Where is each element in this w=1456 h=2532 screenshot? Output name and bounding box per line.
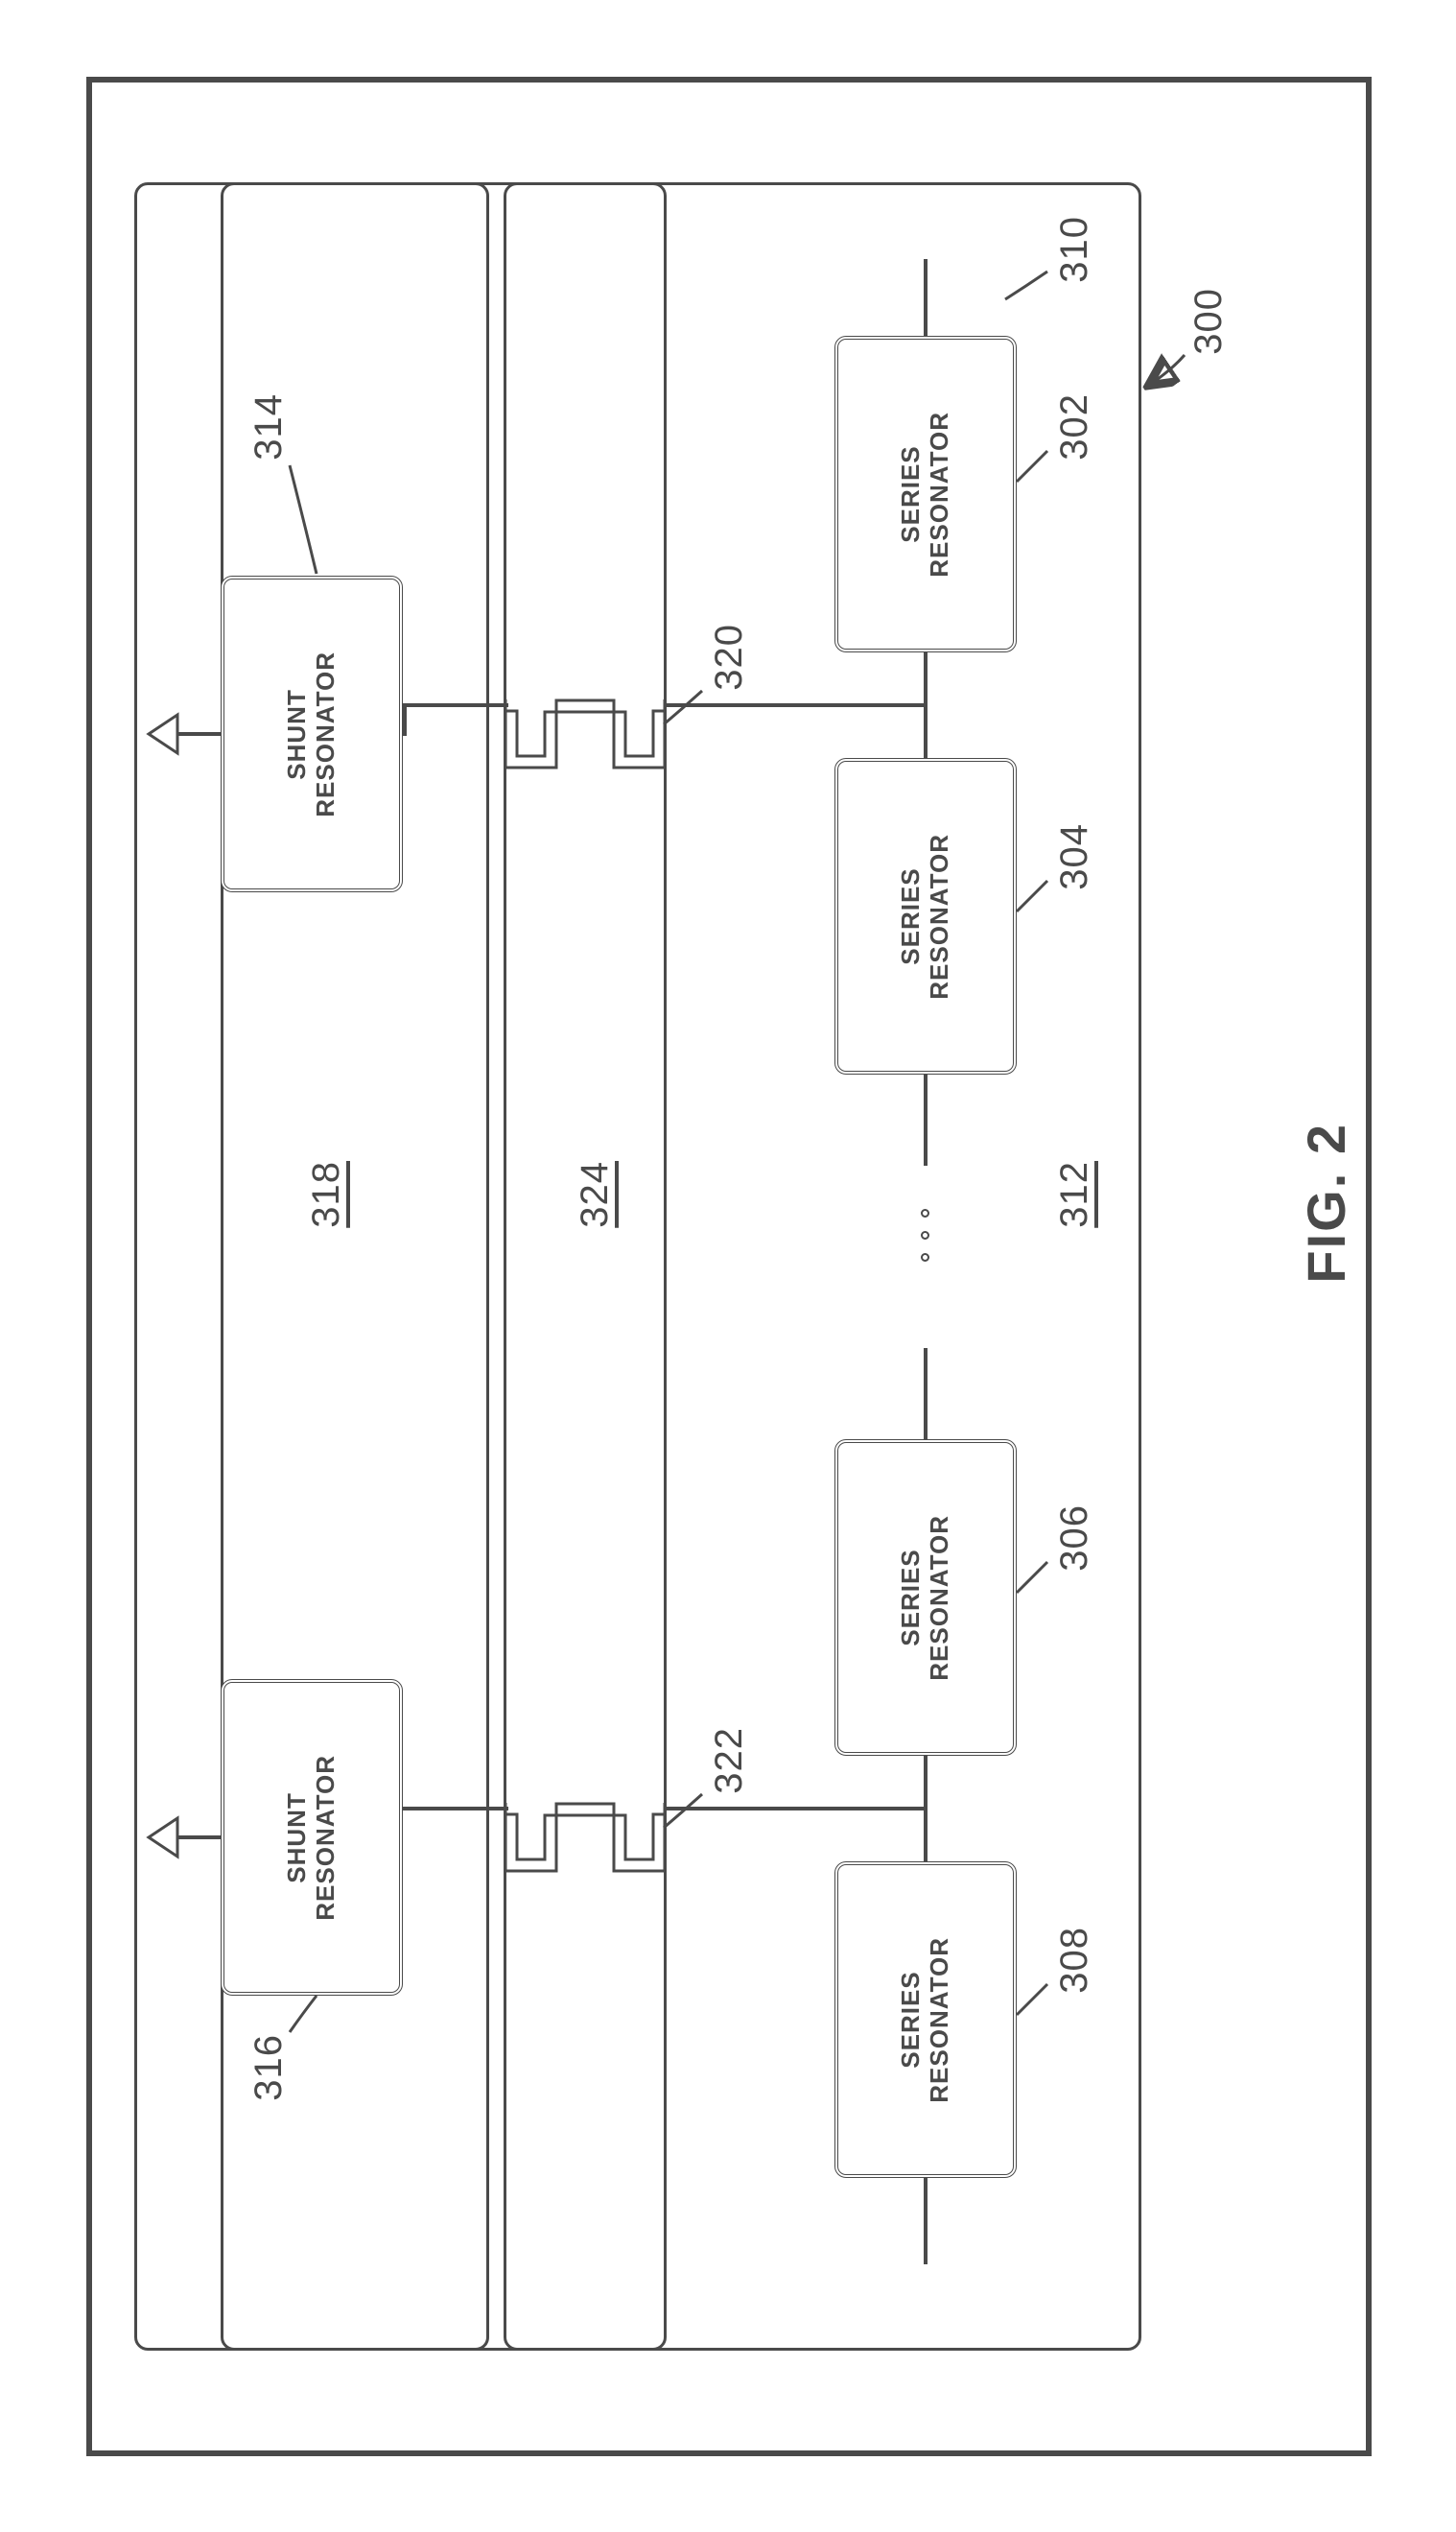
tap2-h	[665, 1807, 928, 1810]
ref-302: 302	[1053, 393, 1096, 461]
series-resonator-308: SERIESRESONATOR	[834, 1861, 1017, 2178]
shunt-316-label: SHUNTRESONATOR	[283, 1755, 341, 1921]
series-resonator-302: SERIESRESONATOR	[834, 336, 1017, 652]
ref-318: 318	[305, 1161, 348, 1228]
ref-310: 310	[1053, 216, 1096, 283]
series-308-label: SERIESRESONATOR	[897, 1937, 954, 2103]
series-resonator-306: SERIESRESONATOR	[834, 1439, 1017, 1756]
ref-324: 324	[574, 1161, 617, 1228]
tap1-h	[665, 703, 928, 707]
ref-316: 316	[247, 2034, 291, 2101]
wire-series-0	[924, 259, 928, 336]
ref-308: 308	[1053, 1927, 1096, 1994]
region-bot-318	[134, 182, 489, 2351]
series-306-label: SERIESRESONATOR	[897, 1515, 954, 1681]
series-resonator-304: SERIESRESONATOR	[834, 758, 1017, 1075]
series-304-label: SERIESRESONATOR	[897, 834, 954, 1000]
tap1-h2	[403, 703, 508, 707]
shunt-314-label: SHUNTRESONATOR	[283, 651, 341, 817]
page: FIG. 2 300 312 324 318 310 SERIESRESONAT…	[0, 0, 1456, 2532]
ref-300: 300	[1187, 288, 1231, 355]
wire-series-2	[924, 1075, 928, 1166]
figure-title: FIG. 2	[1295, 1123, 1357, 1284]
ref-304: 304	[1053, 823, 1096, 890]
tap2-h2	[403, 1807, 508, 1810]
wire-series-5	[924, 2178, 928, 2264]
ref-320: 320	[708, 624, 751, 691]
shunt2-to-gnd	[177, 1835, 221, 1839]
wire-series-3	[924, 1348, 928, 1439]
ref-314: 314	[247, 393, 291, 461]
ellipsis-icon	[921, 1209, 929, 1262]
ref-306: 306	[1053, 1504, 1096, 1572]
region-mid-324	[504, 182, 667, 2351]
ref-312: 312	[1053, 1161, 1096, 1228]
series-302-label: SERIESRESONATOR	[897, 412, 954, 578]
shunt-resonator-316: SHUNTRESONATOR	[221, 1679, 403, 1996]
ref-322: 322	[708, 1727, 751, 1794]
tap1-v	[403, 703, 407, 736]
shunt1-to-gnd	[177, 732, 221, 736]
shunt-resonator-314: SHUNTRESONATOR	[221, 576, 403, 892]
